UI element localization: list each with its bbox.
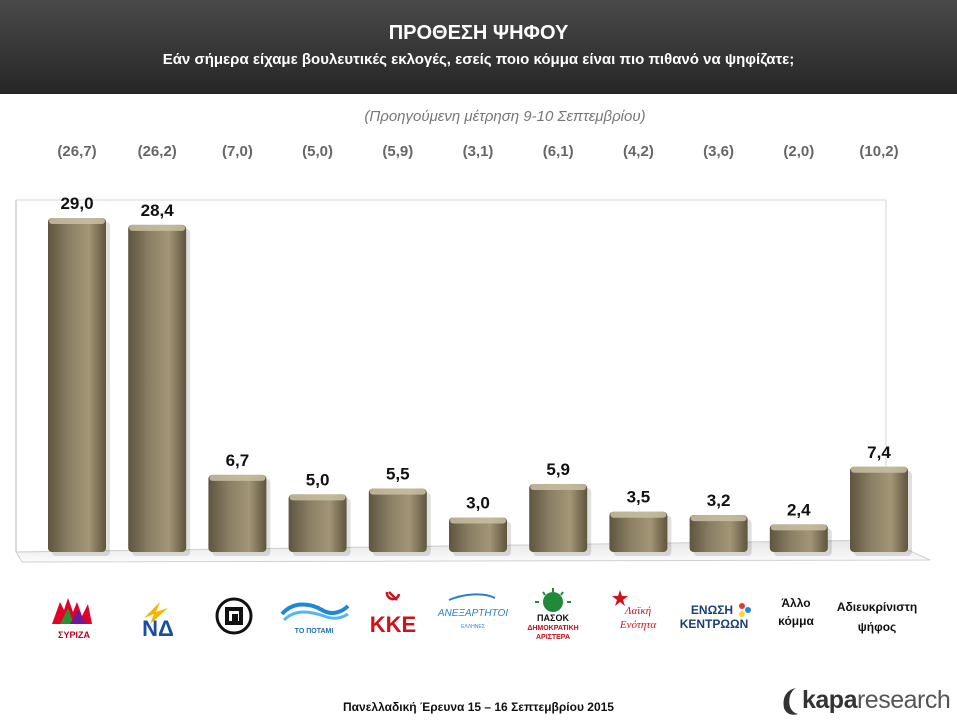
brand-suffix: research (856, 686, 951, 714)
hammer-sickle-icon: ΚΚΕ (370, 591, 416, 637)
enosi-kentroon-logo: ΕΝΩΣΗ ΚΕΝΤΡΩΩΝ (678, 588, 754, 644)
footer-survey-date: Πανελλαδική Έρευνα 15 – 16 Σεπτεμβρίου 2… (343, 700, 614, 714)
bar-top (851, 466, 907, 473)
page-subtitle: Εάν σήμερα είχαμε βουλευτικές εκλογές, ε… (162, 51, 795, 68)
bar-top (610, 511, 667, 518)
bar (208, 474, 267, 552)
wave-icon: ΤΟ ΠΟΤΑΜΙ (280, 602, 350, 635)
bar-value-label: 3,5 (627, 488, 651, 507)
bar-top (49, 218, 105, 224)
bar-value-label: 5,5 (386, 465, 410, 484)
previous-value-label: (26,7) (57, 143, 97, 160)
brand-prefix: kapa (802, 686, 857, 714)
bar (850, 466, 908, 552)
bar-value-label: 29,0 (60, 194, 93, 213)
bar (48, 218, 106, 552)
bar (449, 517, 507, 552)
bar-value-label: 6,7 (226, 451, 250, 470)
nd-logo: ΝΔ (116, 588, 192, 644)
previous-value-label: (3,6) (703, 143, 735, 160)
bar-value-label: 2,4 (787, 500, 811, 519)
allo-komma-line1: Άλλο (781, 596, 811, 610)
previous-value-label: (26,2) (137, 143, 177, 160)
bar-value-label: 3,0 (466, 493, 490, 512)
brand-name: kaparesearch (802, 686, 951, 715)
previous-value-label: (5,9) (382, 143, 414, 160)
laiki-text: Λαϊκή (624, 605, 651, 617)
bar-top (129, 224, 186, 231)
laiki-enotita-logo: Λαϊκή Ενότητα (598, 588, 674, 644)
golden-dawn-logo (196, 588, 272, 644)
bar (529, 484, 588, 552)
allo-komma-line2: κόμμα (778, 614, 814, 628)
previous-value-label: (10,2) (859, 143, 899, 160)
previous-value-label: (7,0) (221, 143, 253, 160)
previous-measurement-note: (Προηγούμενη μέτρηση 9-10 Σεπτεμβρίου) (364, 108, 646, 125)
enosi-subtext: ΚΕΝΤΡΩΩΝ (680, 617, 749, 631)
pasok-sun-icon: ΠΑΣΟΚ ΔΗΜΟΚΡΑΤΙΚΗ ΑΡΙΣΤΕΡΑ (527, 588, 579, 641)
bar-value-label: 5,9 (546, 460, 570, 479)
syriza-icon: ΣΥΡΙΖΑ (52, 598, 92, 640)
bar (368, 488, 427, 552)
bar-value-label: 3,2 (707, 491, 731, 510)
bar-value-label: 7,4 (867, 443, 891, 462)
previous-value-label: (2,0) (783, 143, 815, 160)
pasok-subtext2: ΑΡΙΣΤΕΡΑ (536, 634, 570, 641)
anel-subtext: ΕΛΛΗΝΕΣ (461, 624, 485, 630)
syriza-text: ΣΥΡΙΖΑ (58, 630, 90, 640)
bar (128, 224, 187, 552)
anel-logo: ΑΝΕΞΑΡΤΗΤΟΙ ΕΛΛΗΝΕΣ (435, 588, 511, 644)
pasok-logo: ΠΑΣΟΚ ΔΗΜΟΚΡΑΤΙΚΗ ΑΡΙΣΤΕΡΑ (515, 588, 591, 644)
anel-icon: ΑΝΕΞΑΡΤΗΤΟΙ ΕΛΛΗΝΕΣ (437, 593, 508, 630)
bar (689, 515, 748, 552)
header-bar: ΠΡΟΘΕΣΗ ΨΗΦΟΥ Εάν σήμερα είχαμε βουλευτι… (0, 0, 957, 94)
bar-top (450, 517, 506, 524)
bar-top (770, 524, 827, 531)
undecided-line1: Αδιευκρίνιστη (836, 600, 918, 614)
brand-mark-icon (783, 688, 798, 715)
enosi-icon: ΕΝΩΣΗ ΚΕΝΤΡΩΩΝ (680, 603, 751, 631)
syriza-logo: ΣΥΡΙΖΑ (36, 588, 112, 644)
pasok-text: ΠΑΣΟΚ (537, 613, 569, 623)
bar (769, 524, 828, 552)
kapa-research-logo: kaparesearch (778, 684, 953, 718)
bar-top (289, 494, 346, 501)
undecided-label: Αδιευκρίνιστη ψήφος (822, 597, 932, 637)
bar-chart: 29,0 28,4 6,7 5,0 5,5 3,0 5,9 3,5 3,2 2,4 7,4 (15, 194, 931, 563)
nd-icon: ΝΔ (142, 602, 174, 641)
anel-text: ΑΝΕΞΑΡΤΗΤΟΙ (437, 608, 508, 619)
bar (288, 494, 347, 552)
bar-value-label: 28,4 (141, 201, 175, 220)
nd-text: ΝΔ (142, 616, 174, 641)
kke-text: ΚΚΕ (370, 612, 416, 637)
potami-logo: ΤΟ ΠΟΤΑΜΙ (276, 588, 352, 644)
bar-top (369, 488, 426, 495)
undecided-line2: ψήφος (857, 620, 897, 634)
allo-komma-label: Άλλο κόμμα (764, 594, 828, 630)
page-title: ΠΡΟΘΕΣΗ ΨΗΦΟΥ (388, 22, 569, 44)
kke-logo: ΚΚΕ (355, 588, 431, 644)
enosi-text: ΕΝΩΣΗ (691, 603, 733, 617)
previous-value-label: (4,2) (622, 143, 654, 160)
laiki-subtext: Ενότητα (619, 619, 656, 631)
previous-value-label: (6,1) (542, 143, 574, 160)
pasok-subtext: ΔΗΜΟΚΡΑΤΙΚΗ (527, 625, 578, 632)
bar (609, 511, 668, 552)
previous-value-label: (5,0) (302, 143, 334, 160)
star-icon: Λαϊκή Ενότητα (612, 590, 656, 631)
bar-top (530, 484, 587, 491)
meander-icon (215, 597, 253, 635)
previous-value-label: (3,1) (462, 143, 494, 160)
bar-top (209, 474, 266, 481)
potami-text: ΤΟ ΠΟΤΑΜΙ (295, 628, 334, 635)
bar-value-label: 5,0 (306, 470, 330, 489)
bar-top (690, 515, 747, 522)
